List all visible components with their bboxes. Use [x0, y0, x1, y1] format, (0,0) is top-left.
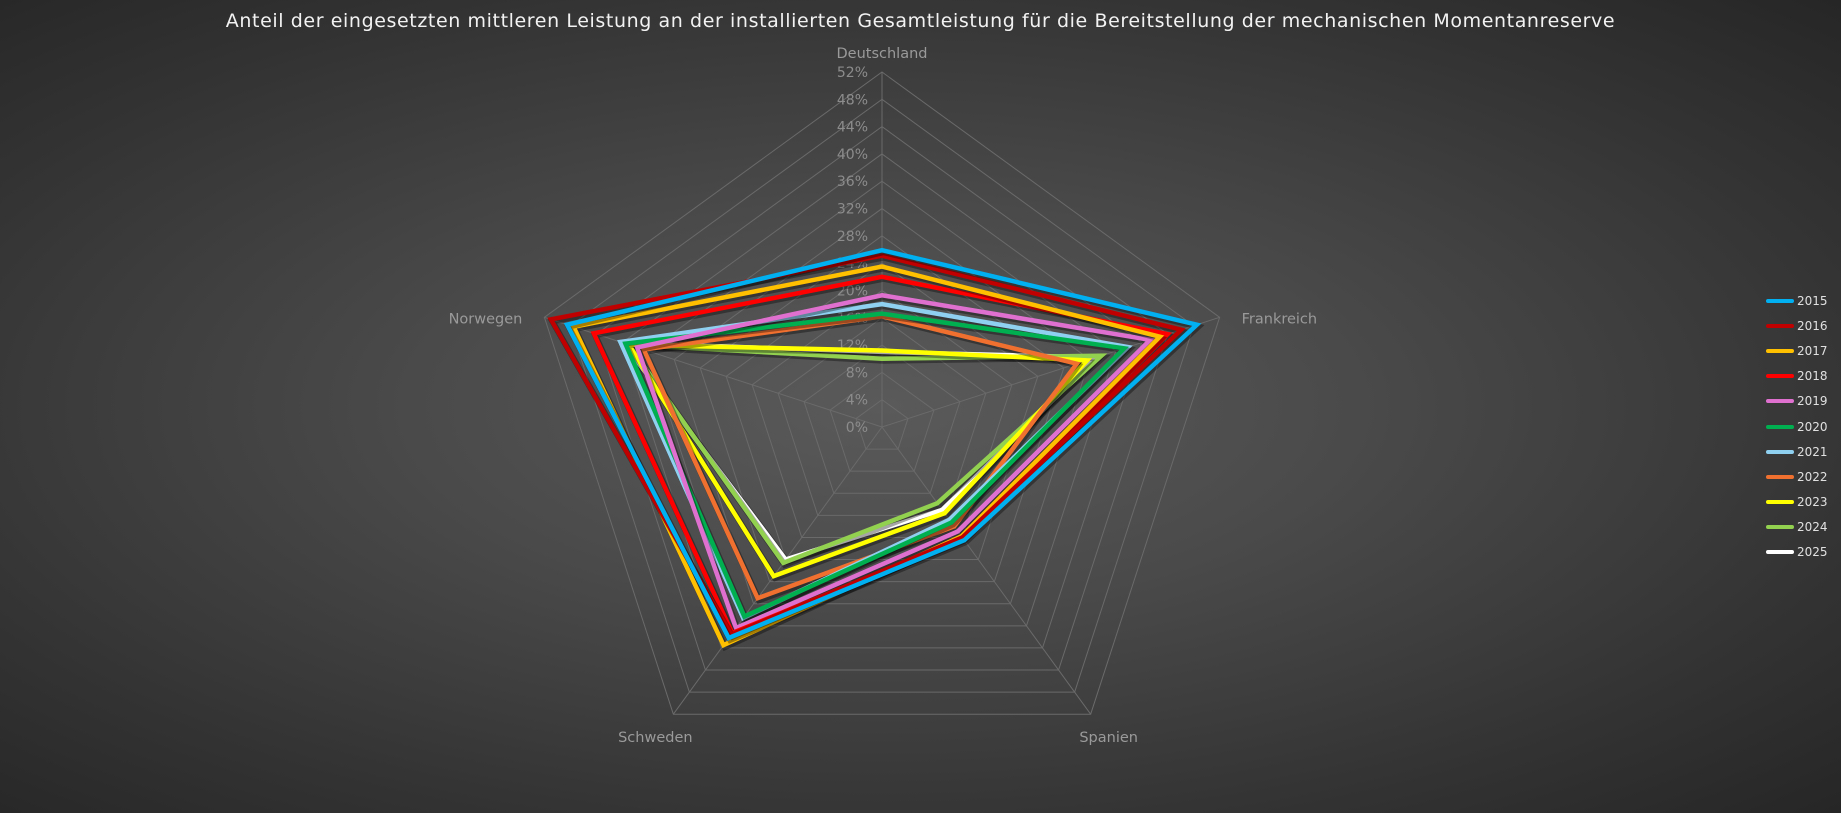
legend-item-2017[interactable]: 2017: [1766, 338, 1828, 363]
series-line-2019: [634, 292, 1155, 632]
legend-item-2019[interactable]: 2019: [1766, 389, 1828, 414]
legend-swatch: [1766, 399, 1794, 404]
category-label-spanien: Spanien: [1079, 730, 1138, 746]
legend-swatch: [1766, 348, 1794, 353]
legend-swatch: [1766, 449, 1794, 454]
series-line-2015: [563, 247, 1202, 641]
tick-label: 8%: [846, 365, 868, 381]
tick-label: 52%: [837, 65, 868, 81]
legend-item-2021[interactable]: 2021: [1766, 439, 1828, 464]
grid-ring: [803, 344, 961, 494]
legend-label: 2018: [1797, 369, 1828, 384]
legend-item-2016[interactable]: 2016: [1766, 313, 1828, 338]
legend: 2015 2016 2017 2018 2019 2020 2021 2022 2023 2024…: [1766, 288, 1828, 565]
legend-swatch: [1766, 474, 1794, 479]
legend-label: 2025: [1797, 545, 1828, 560]
grid-ring: [647, 180, 1117, 627]
legend-swatch: [1766, 550, 1794, 555]
tick-label: 28%: [837, 229, 868, 245]
category-label-deutschland: Deutschland: [837, 46, 928, 62]
tick-label: 36%: [837, 174, 868, 190]
legend-item-2022[interactable]: 2022: [1766, 464, 1828, 489]
legend-swatch: [1766, 500, 1794, 505]
tick-label: 32%: [837, 202, 868, 218]
legend-label: 2016: [1797, 318, 1828, 333]
chart-title: Anteil der eingesetzten mittleren Leistu…: [225, 10, 1616, 32]
legend-swatch: [1766, 374, 1794, 379]
legend-item-2024[interactable]: 2024: [1766, 515, 1828, 540]
legend-label: 2015: [1797, 293, 1828, 308]
legend-label: 2024: [1797, 520, 1828, 535]
legend-label: 2022: [1797, 469, 1828, 484]
legend-label: 2020: [1797, 419, 1828, 434]
legend-swatch: [1766, 323, 1794, 328]
tick-label: 44%: [837, 120, 868, 136]
tick-label: 40%: [837, 147, 868, 163]
grid-ring: [855, 399, 909, 450]
grid-ring: [829, 371, 935, 472]
series-line-2016: [547, 253, 1186, 638]
legend-item-2015[interactable]: 2015: [1766, 288, 1828, 313]
legend-item-2020[interactable]: 2020: [1766, 414, 1828, 439]
tick-label: 0%: [846, 420, 868, 436]
legend-item-2023[interactable]: 2023: [1766, 490, 1828, 515]
legend-item-2018[interactable]: 2018: [1766, 364, 1828, 389]
tick-label: 48%: [837, 92, 868, 108]
grid-spoke: [544, 316, 883, 428]
grid-spoke: [672, 426, 883, 715]
legend-item-2025[interactable]: 2025: [1766, 540, 1828, 565]
legend-swatch: [1766, 424, 1794, 429]
legend-swatch: [1766, 298, 1794, 303]
category-label-norwegen: Norwegen: [449, 311, 523, 327]
tick-label: 4%: [846, 393, 868, 409]
category-label-schweden: Schweden: [618, 730, 692, 746]
grid-ring: [777, 317, 987, 516]
category-label-frankreich: Frankreich: [1242, 311, 1317, 327]
grid-ring: [569, 98, 1195, 693]
legend-label: 2019: [1797, 394, 1828, 409]
legend-label: 2021: [1797, 444, 1828, 459]
grid-ring: [543, 71, 1221, 715]
legend-label: 2023: [1797, 495, 1828, 510]
grid-spoke: [881, 426, 1092, 715]
legend-label: 2017: [1797, 343, 1828, 358]
legend-swatch: [1766, 525, 1794, 530]
tick-label: 20%: [837, 283, 868, 299]
